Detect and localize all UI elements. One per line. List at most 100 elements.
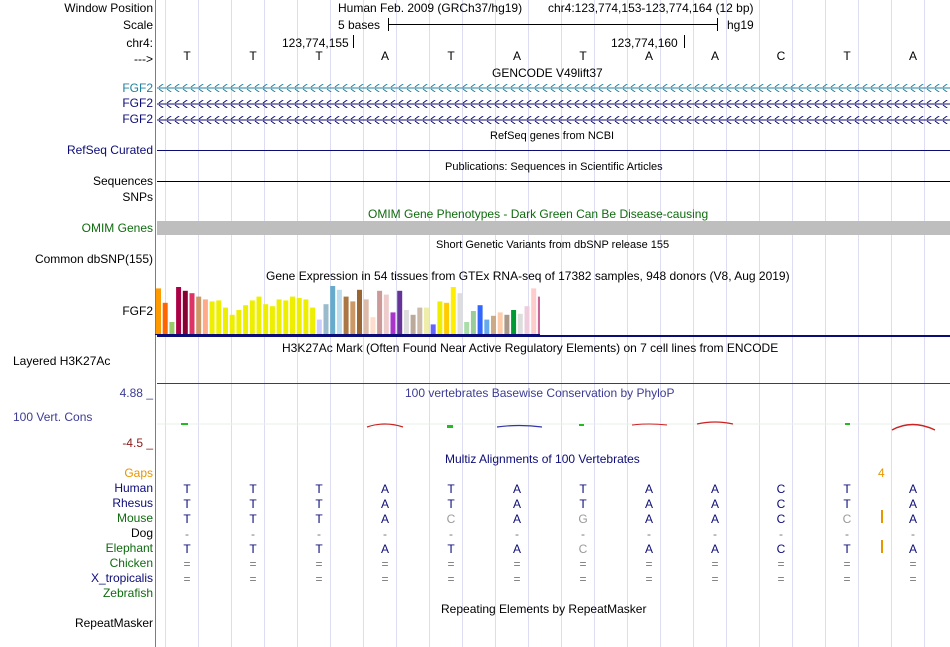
sequence-base: C — [776, 49, 786, 63]
label-species-mouse: Mouse — [116, 511, 153, 525]
alignment-base-rhesus: T — [315, 497, 323, 511]
alignment-base-chicken: = — [381, 557, 389, 571]
gtex-bar — [383, 294, 389, 334]
alignment-base-elephant: A — [710, 542, 719, 556]
label-gtex-fgf2[interactable]: FGF2 — [122, 304, 153, 318]
label-sequences[interactable]: Sequences — [92, 174, 153, 188]
gaps-value: 4 — [878, 466, 885, 480]
label-snps[interactable]: SNPs — [122, 190, 153, 204]
grid-line — [759, 0, 760, 647]
alignment-base-dog: - — [251, 527, 255, 541]
alignment-base-chicken: = — [315, 557, 323, 571]
gtex-bar — [477, 305, 483, 334]
grid-line — [891, 0, 892, 647]
alignment-base-elephant: T — [249, 542, 257, 556]
omim-gene-bar[interactable] — [157, 221, 950, 235]
sequence-base: A — [644, 49, 653, 63]
alignment-base-chicken: = — [909, 557, 917, 571]
alignment-base-dog: - — [647, 527, 651, 541]
label-refseq-curated[interactable]: RefSeq Curated — [66, 143, 153, 157]
gtex-bar — [437, 301, 443, 334]
track-title-h3k27ac: H3K27Ac Mark (Often Found Near Active Re… — [282, 341, 779, 355]
alignment-base-mouse: G — [578, 512, 588, 526]
alignment-base-xtrop: = — [315, 572, 323, 586]
grid-line — [726, 0, 727, 647]
assembly-name: Human Feb. 2009 (GRCh37/hg19) — [338, 1, 523, 15]
gtex-bar — [283, 300, 289, 334]
sequences-line[interactable] — [157, 181, 950, 182]
sequence-base: T — [843, 49, 851, 63]
alignment-base-mouse: T — [249, 512, 257, 526]
alignment-base-dog: - — [713, 527, 717, 541]
gtex-bar — [350, 301, 356, 334]
alignment-base-chicken: = — [777, 557, 785, 571]
gtex-bar — [531, 288, 537, 334]
alignment-base-elephant: C — [776, 542, 786, 556]
track-title-refseq: RefSeq genes from NCBI — [490, 130, 615, 142]
alignment-base-human: T — [315, 482, 323, 496]
label-common-dbsnp[interactable]: Common dbSNP(155) — [34, 252, 153, 266]
alignment-base-rhesus: T — [447, 497, 455, 511]
alignment-base-xtrop: = — [447, 572, 455, 586]
gtex-bar — [330, 286, 336, 334]
gtex-bar — [169, 322, 175, 334]
gtex-bar — [162, 302, 168, 334]
alignment-base-chicken: = — [843, 557, 851, 571]
alignment-base-chicken: = — [183, 557, 191, 571]
gtex-bar — [444, 302, 450, 334]
alignment-base-dog: - — [779, 527, 783, 541]
sequence-base: T — [315, 49, 323, 63]
alignment-base-dog: - — [581, 527, 585, 541]
gene-fgf2-transcript-3 — [157, 116, 950, 124]
sequence-base: T — [447, 49, 455, 63]
alignment-base-mouse: A — [710, 512, 719, 526]
gtex-bar — [377, 290, 383, 334]
label-layered-h3k27ac[interactable]: Layered H3K27Ac — [13, 354, 111, 368]
gtex-bar — [196, 296, 202, 334]
alignment-base-chicken: = — [711, 557, 719, 571]
phylop-pos-1 — [181, 423, 188, 425]
gtex-bar — [176, 287, 182, 334]
label-gene-fgf2-2[interactable]: FGF2 — [122, 96, 153, 110]
gtex-bar — [430, 324, 436, 334]
label-species-zebrafish: Zebrafish — [102, 586, 153, 600]
gap-marker-mouse — [881, 510, 883, 523]
phylop-neg-2 — [496, 424, 543, 428]
alignment-base-xtrop: = — [183, 572, 191, 586]
alignment-base-mouse: A — [512, 512, 521, 526]
scale-text: 5 bases — [338, 18, 381, 32]
alignment-base-elephant: C — [578, 542, 588, 556]
label-window-position: Window Position — [64, 1, 153, 15]
label-gene-fgf2-3[interactable]: FGF2 — [122, 112, 153, 126]
alignment-base-chicken: = — [513, 557, 521, 571]
gtex-bar — [537, 296, 540, 334]
label-repeatmasker[interactable]: RepeatMasker — [74, 616, 153, 630]
gap-marker-elephant — [881, 540, 883, 553]
alignment-base-dog: - — [911, 527, 915, 541]
gtex-bar — [216, 300, 222, 334]
label-gene-fgf2-1[interactable]: FGF2 — [122, 81, 153, 95]
gtex-bar — [457, 293, 463, 334]
gencode-gene-tracks[interactable] — [157, 80, 950, 128]
track-title-publications: Publications: Sequences in Scientific Ar… — [445, 161, 663, 173]
gtex-bar — [370, 317, 376, 334]
alignment-base-mouse: A — [644, 512, 653, 526]
grid-line — [429, 0, 430, 647]
refseq-line[interactable] — [157, 150, 950, 151]
label-100-vert-cons[interactable]: 100 Vert. Cons — [13, 410, 93, 424]
gene-fgf2-transcript-2 — [157, 100, 950, 108]
alignment-base-human: A — [512, 482, 521, 496]
alignment-base-elephant: A — [512, 542, 521, 556]
alignment-base-rhesus: A — [512, 497, 521, 511]
gtex-expression-chart[interactable] — [155, 283, 540, 335]
label-omim-genes[interactable]: OMIM Genes — [81, 221, 153, 235]
alignment-base-elephant: A — [908, 542, 917, 556]
grid-line — [693, 0, 694, 647]
gtex-bar — [517, 313, 523, 334]
alignment-base-dog: - — [185, 527, 189, 541]
h3k27ac-signal-line[interactable] — [157, 383, 950, 384]
alignment-base-dog: - — [383, 527, 387, 541]
phylop-conservation-plot[interactable] — [157, 415, 950, 437]
alignment-base-human: A — [644, 482, 653, 496]
alignment-base-rhesus: A — [710, 497, 719, 511]
